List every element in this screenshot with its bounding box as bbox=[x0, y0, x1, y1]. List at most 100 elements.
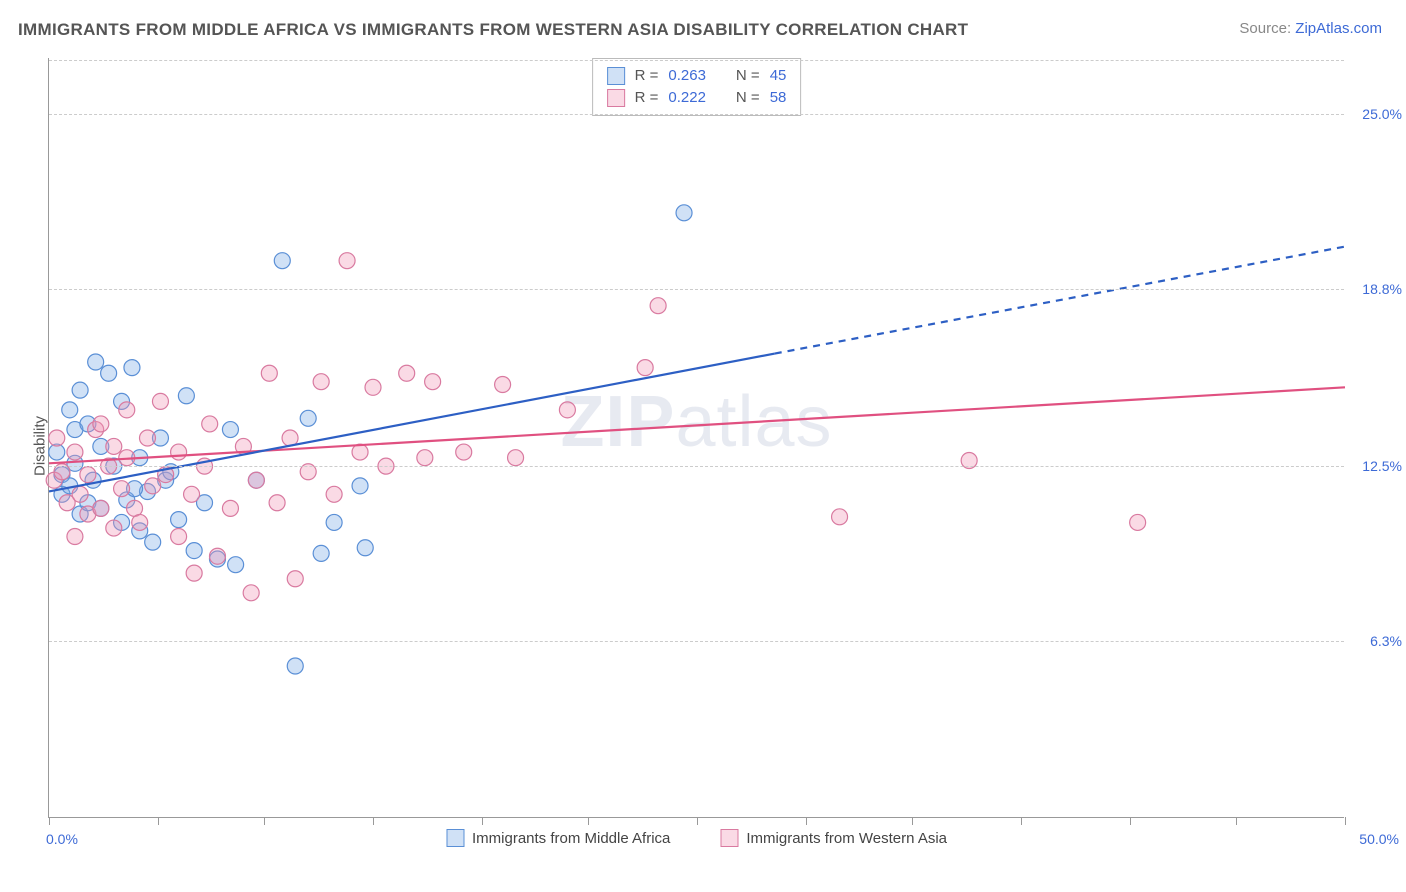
n-label: N = bbox=[736, 87, 760, 109]
y-tick-label: 6.3% bbox=[1370, 633, 1402, 649]
scatter-point bbox=[300, 410, 316, 426]
r-value-1: 0.222 bbox=[668, 87, 706, 109]
scatter-point bbox=[228, 557, 244, 573]
legend-label-0: Immigrants from Middle Africa bbox=[472, 830, 670, 847]
r-value-0: 0.263 bbox=[668, 65, 706, 87]
scatter-point bbox=[832, 509, 848, 525]
r-label: R = bbox=[635, 65, 659, 87]
scatter-point bbox=[101, 365, 117, 381]
legend-swatch-1 bbox=[720, 829, 738, 847]
scatter-point bbox=[456, 444, 472, 460]
scatter-point bbox=[145, 478, 161, 494]
gridline-y bbox=[49, 466, 1344, 467]
legend-item-1: Immigrants from Western Asia bbox=[720, 829, 947, 847]
scatter-point bbox=[222, 500, 238, 516]
gridline-y bbox=[49, 114, 1344, 115]
scatter-point bbox=[72, 382, 88, 398]
scatter-point bbox=[339, 253, 355, 269]
scatter-point bbox=[313, 374, 329, 390]
scatter-point bbox=[67, 529, 83, 545]
gridline-y-top bbox=[49, 60, 1344, 61]
x-tick bbox=[1021, 817, 1022, 825]
scatter-point bbox=[186, 565, 202, 581]
scatter-point bbox=[637, 360, 653, 376]
x-tick bbox=[1345, 817, 1346, 825]
scatter-point bbox=[171, 444, 187, 460]
scatter-point bbox=[88, 354, 104, 370]
scatter-point bbox=[106, 438, 122, 454]
legend-bottom: Immigrants from Middle Africa Immigrants… bbox=[446, 829, 947, 847]
plot-area: ZIPatlas R = 0.263 N = 45 R = 0.222 N = … bbox=[48, 58, 1344, 818]
x-tick bbox=[697, 817, 698, 825]
scatter-point bbox=[495, 377, 511, 393]
x-tick bbox=[806, 817, 807, 825]
scatter-point bbox=[326, 486, 342, 502]
scatter-point bbox=[152, 393, 168, 409]
scatter-point bbox=[399, 365, 415, 381]
n-value-1: 58 bbox=[770, 87, 787, 109]
trend-line-western-asia bbox=[49, 387, 1345, 463]
legend-swatch-0 bbox=[446, 829, 464, 847]
y-tick-label: 12.5% bbox=[1362, 458, 1402, 474]
scatter-point bbox=[106, 520, 122, 536]
legend-item-0: Immigrants from Middle Africa bbox=[446, 829, 670, 847]
scatter-point bbox=[417, 450, 433, 466]
scatter-point bbox=[248, 472, 264, 488]
scatter-point bbox=[202, 416, 218, 432]
r-label: R = bbox=[635, 87, 659, 109]
x-tick-min: 0.0% bbox=[46, 831, 78, 847]
trend-line-middle-africa-dashed bbox=[775, 247, 1345, 354]
scatter-point bbox=[49, 430, 65, 446]
source-label: Source: ZipAtlas.com bbox=[1239, 20, 1382, 37]
y-axis-label: Disability bbox=[32, 416, 49, 476]
n-label: N = bbox=[736, 65, 760, 87]
scatter-point bbox=[352, 478, 368, 494]
swatch-series-0 bbox=[607, 67, 625, 85]
scatter-point bbox=[508, 450, 524, 466]
scatter-point bbox=[145, 534, 161, 550]
scatter-point bbox=[93, 500, 109, 516]
x-tick bbox=[588, 817, 589, 825]
scatter-point bbox=[114, 481, 130, 497]
stats-row-0: R = 0.263 N = 45 bbox=[607, 65, 787, 87]
scatter-point bbox=[313, 545, 329, 561]
source-link[interactable]: ZipAtlas.com bbox=[1295, 20, 1382, 37]
scatter-point bbox=[243, 585, 259, 601]
scatter-point bbox=[650, 298, 666, 314]
x-tick-max: 50.0% bbox=[1359, 831, 1399, 847]
y-tick-label: 25.0% bbox=[1362, 106, 1402, 122]
x-tick bbox=[912, 817, 913, 825]
x-tick bbox=[482, 817, 483, 825]
scatter-point bbox=[171, 529, 187, 545]
scatter-point bbox=[261, 365, 277, 381]
n-value-0: 45 bbox=[770, 65, 787, 87]
legend-label-1: Immigrants from Western Asia bbox=[746, 830, 947, 847]
swatch-series-1 bbox=[607, 89, 625, 107]
scatter-point bbox=[357, 540, 373, 556]
scatter-point bbox=[287, 658, 303, 674]
gridline-y bbox=[49, 641, 1344, 642]
x-tick bbox=[49, 817, 50, 825]
scatter-point bbox=[274, 253, 290, 269]
x-tick bbox=[373, 817, 374, 825]
scatter-point bbox=[72, 486, 88, 502]
x-tick bbox=[158, 817, 159, 825]
scatter-point bbox=[222, 422, 238, 438]
scatter-point bbox=[209, 548, 225, 564]
scatter-point bbox=[124, 360, 140, 376]
source-prefix: Source: bbox=[1239, 20, 1295, 37]
stats-box: R = 0.263 N = 45 R = 0.222 N = 58 bbox=[592, 58, 802, 116]
x-tick bbox=[264, 817, 265, 825]
scatter-point bbox=[676, 205, 692, 221]
scatter-point bbox=[287, 571, 303, 587]
scatter-point bbox=[93, 416, 109, 432]
scatter-point bbox=[326, 514, 342, 530]
gridline-y bbox=[49, 289, 1344, 290]
scatter-point bbox=[269, 495, 285, 511]
scatter-point bbox=[365, 379, 381, 395]
scatter-point bbox=[186, 543, 202, 559]
scatter-point bbox=[425, 374, 441, 390]
scatter-point bbox=[62, 402, 78, 418]
scatter-point bbox=[1130, 514, 1146, 530]
chart-container: IMMIGRANTS FROM MIDDLE AFRICA VS IMMIGRA… bbox=[0, 0, 1406, 892]
